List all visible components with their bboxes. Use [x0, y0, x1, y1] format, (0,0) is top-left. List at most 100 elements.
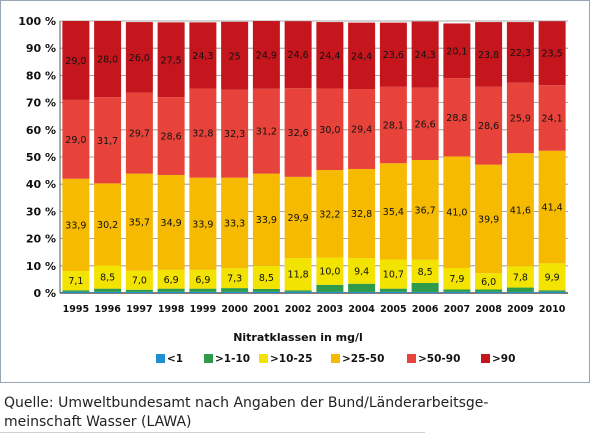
bar-segment	[443, 267, 471, 290]
bar-segment	[94, 21, 122, 98]
data-label: 36,7	[415, 205, 436, 216]
x-tick-label: 2007	[444, 304, 470, 315]
legend-label: >25-50	[342, 353, 384, 365]
data-label: 35,4	[383, 207, 404, 218]
data-label: 32,6	[288, 128, 309, 139]
y-tick-labels: 0 % 10 % 20 % 30 % 40 % 50 % 60 % 70 % 80 % 90 % 1…	[18, 15, 56, 300]
data-label: 28,6	[478, 121, 499, 132]
data-label: 8,5	[259, 273, 274, 284]
data-label: 35,7	[129, 218, 150, 229]
bar-segment	[411, 87, 439, 160]
bar-segment	[379, 163, 407, 260]
x-tick-label: 1996	[94, 304, 121, 315]
y-tick-label: 10 %	[26, 260, 56, 273]
data-labels: 7,1 33,9 29,0 29,0 8,5 30,2 31,7 28,0 7,0 35,7 29,…	[65, 46, 562, 288]
bar-segment	[506, 266, 534, 288]
data-label: 32,2	[319, 209, 340, 220]
data-label: 30,2	[97, 220, 118, 231]
y-tick-label: 60 %	[26, 124, 56, 137]
bar-segment	[221, 177, 249, 269]
bar-segment	[94, 183, 122, 266]
bar-segment	[475, 86, 503, 165]
bar-segment	[475, 291, 503, 293]
data-label: 7,8	[513, 272, 528, 283]
bar-segment	[94, 291, 122, 293]
data-label: 23,5	[542, 49, 563, 60]
data-label: 34,9	[161, 218, 182, 229]
divider	[0, 432, 425, 433]
data-label: 41,6	[510, 205, 531, 216]
bar-segment	[443, 23, 471, 79]
bar-segment	[157, 291, 185, 293]
data-label: 33,9	[256, 215, 277, 226]
data-label: 31,2	[256, 127, 277, 138]
legend-swatch	[407, 354, 416, 363]
chart-frame: 0 % 10 % 20 % 30 % 40 % 50 % 60 % 70 % 80 % 90 % 1…	[0, 0, 590, 383]
data-label: 9,4	[354, 266, 369, 277]
data-label: 23,8	[478, 50, 499, 61]
bar-segment	[316, 22, 344, 89]
y-tick-label: 20 %	[26, 233, 56, 246]
bar-segment	[157, 269, 185, 289]
y-tick-label: 100 %	[18, 15, 56, 28]
data-label: 24,3	[192, 51, 213, 62]
bar-segment	[379, 86, 407, 164]
bar-segment	[125, 92, 153, 174]
bar-segment	[411, 159, 439, 260]
bar-segment	[284, 21, 312, 89]
bar-segment	[252, 291, 280, 293]
bar-segment	[316, 291, 344, 293]
data-label: 29,4	[351, 124, 372, 135]
data-label: 8,5	[100, 273, 115, 284]
bar-segment	[252, 21, 280, 89]
data-label: 41,4	[542, 203, 563, 214]
bar-segment	[62, 21, 90, 100]
stacked-bar-chart: 0 % 10 % 20 % 30 % 40 % 50 % 60 % 70 % 80 % 90 % 1…	[0, 0, 590, 383]
x-tick-label: 2008	[475, 304, 502, 315]
data-label: 9,9	[545, 272, 560, 283]
legend-label: >90	[492, 353, 515, 365]
bar-segment	[125, 289, 153, 292]
bar-segment	[506, 287, 534, 292]
bar-segment	[125, 270, 153, 290]
bar-segment	[506, 82, 534, 154]
bar-segment	[221, 288, 249, 292]
x-tick-labels: 1995 1996 1997 1998 1999 2000 2001 2002 2003 2004…	[63, 304, 566, 315]
bar-segment	[189, 177, 217, 270]
data-label: 33,3	[224, 218, 245, 229]
bar-segment	[94, 265, 122, 289]
bar-segment	[316, 284, 344, 292]
data-label: 10,0	[319, 267, 340, 278]
x-tick-label: 2003	[317, 304, 343, 315]
bar-segment	[284, 290, 312, 292]
legend-label: <1	[167, 353, 183, 365]
bar-segment	[284, 291, 312, 293]
caption-line-2: meinschaft Wasser (LAWA)	[4, 414, 192, 430]
y-tick-label: 70 %	[26, 97, 56, 110]
data-label: 31,7	[97, 136, 118, 147]
bar-segment	[379, 259, 407, 289]
bar-segment	[348, 258, 376, 284]
data-label: 39,9	[478, 214, 499, 225]
x-tick-label: 1995	[63, 304, 89, 315]
data-label: 24,4	[351, 51, 372, 62]
data-label: 28,8	[446, 113, 467, 124]
bar-segment	[475, 273, 503, 290]
data-label: 24,1	[542, 113, 563, 124]
x-tick-label: 2006	[412, 304, 439, 315]
bar-segment	[316, 257, 344, 285]
bar-segment	[221, 21, 249, 90]
bar-segment	[221, 89, 249, 178]
bar-segment	[62, 99, 90, 179]
data-label: 7,0	[132, 276, 147, 287]
data-label: 33,9	[192, 219, 213, 230]
bar-segment	[157, 288, 185, 292]
bar-segment	[538, 21, 566, 86]
data-label: 20,1	[446, 46, 467, 57]
bar-segment	[157, 174, 185, 270]
data-label: 10,7	[383, 270, 404, 281]
bar-segment	[348, 168, 376, 259]
x-tick-label: 2001	[253, 304, 279, 315]
legend-label: >1-10	[215, 353, 250, 365]
bar-segment	[62, 270, 90, 291]
